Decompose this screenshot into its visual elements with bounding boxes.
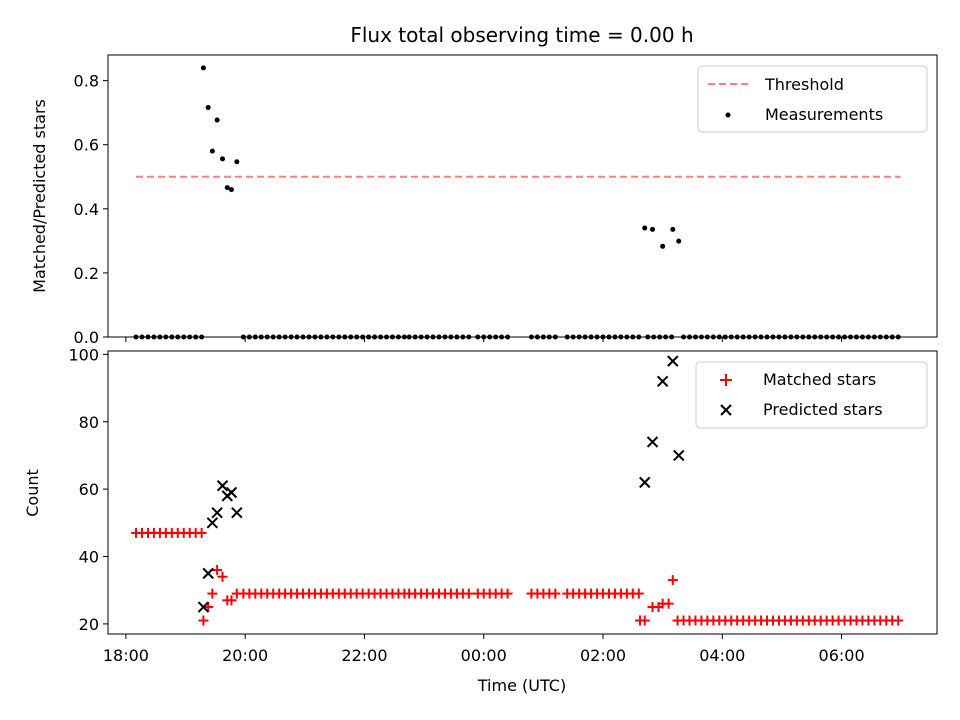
bottom-x-axis-label: Time (UTC) (477, 676, 566, 695)
bottom-x-tick-label: 18:00 (103, 646, 149, 665)
measurement-point (642, 225, 648, 231)
top-y-tick-label: 0.8 (74, 72, 99, 91)
matched-star-point (893, 615, 904, 626)
legend-predicted-swatch (720, 404, 732, 416)
predicted-star-point (216, 480, 229, 492)
measurement-point (234, 159, 240, 165)
measurement-point (214, 117, 220, 123)
measurement-point (676, 238, 682, 244)
matched-star-point (667, 575, 678, 586)
predicted-star-point (673, 449, 685, 462)
matched-star-point (196, 527, 207, 538)
bottom-data-layer (131, 355, 904, 626)
predicted-star-point (197, 601, 210, 613)
predicted-star-point (211, 507, 223, 519)
top-legend-box (697, 65, 928, 133)
top-y-tick-label: 0.0 (74, 328, 99, 347)
legend-threshold-label: Threshold (764, 75, 844, 94)
bottom-x-tick-label: 22:00 (341, 646, 387, 665)
bottom-legend-box (695, 361, 928, 429)
legend-matched-label: Matched stars (763, 370, 876, 389)
matched-star-point (663, 598, 674, 609)
measurement-point (224, 185, 230, 191)
top-data-layer (133, 65, 901, 340)
measurement-point (228, 187, 234, 193)
measurement-point (209, 148, 215, 154)
bottom-x-tick-label: 20:00 (222, 646, 268, 665)
bottom-y-tick-label: 80 (79, 413, 99, 432)
predicted-star-point (646, 436, 659, 448)
matched-star-point (207, 588, 218, 599)
matched-star-point (226, 595, 237, 606)
matched-star-point (463, 588, 474, 599)
bottom-y-tick-label: 100 (68, 345, 99, 364)
bottom-x-ticks: 18:00 20:00 22:00 00:00 02:00 04:00 06:00 (103, 634, 865, 665)
predicted-star-point (667, 355, 679, 367)
bottom-x-tick-label: 06:00 (819, 646, 865, 665)
bottom-x-tick-label: 00:00 (461, 646, 507, 665)
legend-matched-swatch (720, 374, 732, 386)
measurement-point (670, 226, 676, 232)
matched-star-point (550, 588, 561, 599)
matched-star-point (198, 615, 209, 626)
top-x-ticks (125, 337, 843, 342)
predicted-star-point (206, 517, 219, 529)
bottom-panel: 20 40 60 80 100 18:00 20:00 22:00 00:00 02:00 04:… (23, 345, 938, 695)
predicted-star-point (202, 567, 214, 580)
matched-star-point (212, 564, 223, 575)
measurement-point (660, 243, 666, 249)
legend-measurements-label: Measurements (765, 105, 883, 124)
measurement-point (205, 105, 211, 111)
chart-title: Flux total observing time = 0.00 h (350, 23, 693, 47)
top-y-axis-label: Matched/Predicted stars (30, 99, 49, 293)
measurement-point (650, 226, 656, 232)
matched-star-point (639, 615, 650, 626)
bottom-y-ticks: 20 40 60 80 100 (68, 345, 108, 634)
bottom-legend: Matched stars Predicted stars (695, 361, 928, 429)
bottom-x-tick-label: 04:00 (699, 646, 745, 665)
top-panel: 0.00.20.40.60.8 Matched/Predicted stars … (30, 54, 938, 347)
top-y-tick-label: 0.4 (74, 200, 99, 219)
matched-star-point (502, 588, 513, 599)
legend-measurements-swatch (725, 112, 731, 118)
predicted-star-point (225, 486, 238, 499)
top-y-ticks: 0.0 0.2 0.4 0.6 0.8 (74, 72, 108, 347)
matched-star-point (217, 571, 228, 582)
matched-star-point (633, 588, 644, 599)
bottom-y-tick-label: 60 (79, 480, 99, 499)
matched-star-point (203, 602, 214, 613)
bottom-x-tick-label: 02:00 (580, 646, 626, 665)
measurement-point (200, 65, 206, 71)
legend-predicted-label: Predicted stars (763, 400, 883, 419)
top-legend: Threshold Measurements (697, 65, 928, 133)
predicted-star-point (639, 476, 651, 489)
top-y-tick-label: 0.6 (74, 136, 99, 155)
bottom-y-tick-label: 40 (79, 548, 99, 567)
top-axes-frame (107, 54, 938, 338)
top-y-tick-label: 0.2 (74, 264, 99, 283)
predicted-star-point (656, 375, 669, 388)
bottom-axes-frame (107, 350, 938, 635)
measurement-point (220, 156, 226, 162)
bottom-y-axis-label: Count (23, 469, 42, 517)
predicted-star-point (231, 507, 243, 519)
bottom-y-tick-label: 20 (79, 615, 99, 634)
